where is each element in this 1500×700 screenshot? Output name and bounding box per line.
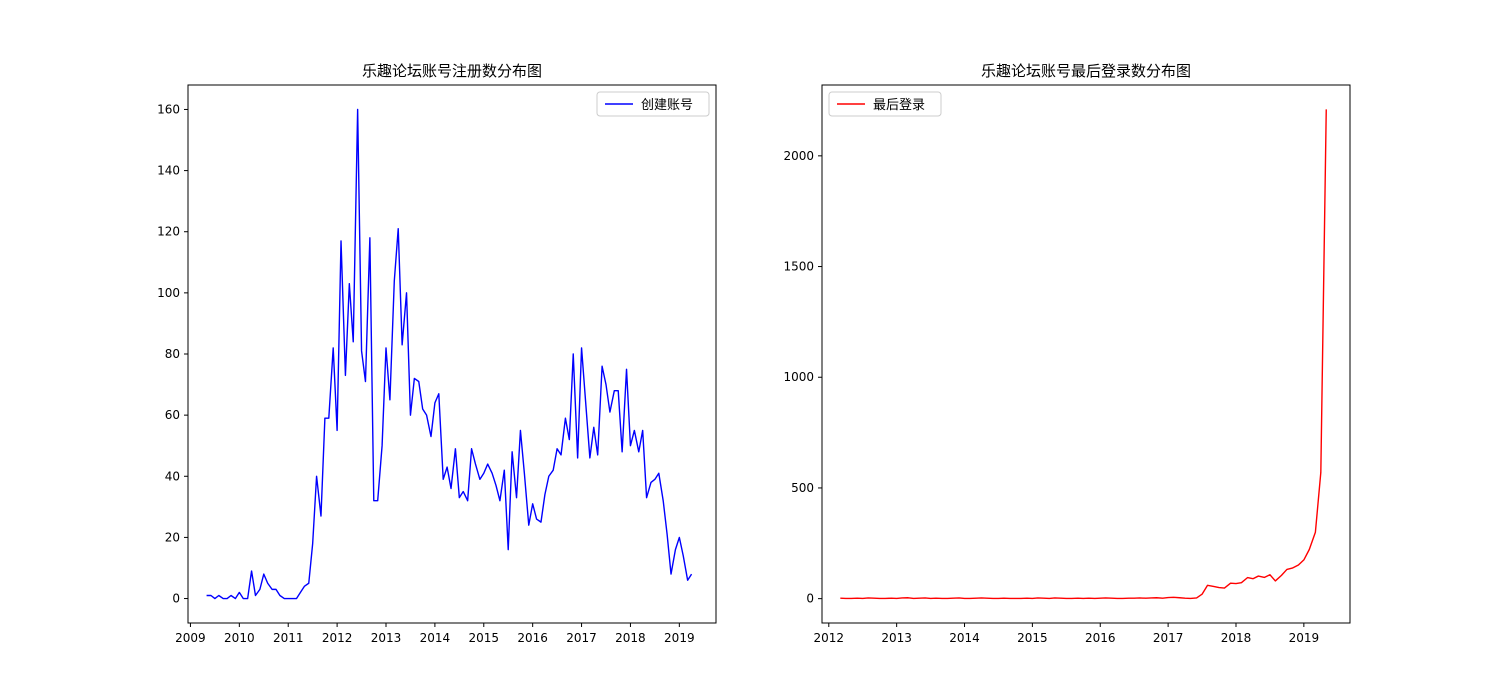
y-tick-label: 500	[791, 481, 814, 495]
x-tick-label: 2010	[224, 631, 255, 645]
x-tick-label: 2012	[814, 631, 845, 645]
y-tick-label: 0	[806, 592, 814, 606]
x-tick-label: 2019	[664, 631, 695, 645]
x-tick-label: 2015	[469, 631, 500, 645]
x-tick-label: 2012	[322, 631, 353, 645]
x-tick-label: 2015	[1017, 631, 1048, 645]
y-tick-label: 40	[165, 469, 180, 483]
y-tick-label: 140	[157, 164, 180, 178]
left-chart-registrations: 乐趣论坛账号注册数分布图 2009 2010 2011 2012 2013 2014 2015…	[157, 62, 717, 645]
series-line-0	[840, 109, 1327, 600]
y-tick-label: 120	[157, 225, 180, 239]
x-tick-label: 2013	[371, 631, 402, 645]
plot-frame	[821, 84, 1351, 624]
x-tick-label: 2013	[881, 631, 912, 645]
x-tick-label: 2017	[1153, 631, 1184, 645]
right-chart-last-login: 乐趣论坛账号最后登录数分布图 2012 2013 2014 2015 2016 2017 20…	[783, 62, 1351, 645]
x-tick-label: 2018	[1221, 631, 1252, 645]
legend-box	[828, 91, 942, 117]
legend-label: 最后登录	[873, 98, 925, 113]
x-tick-label: 2017	[566, 631, 597, 645]
x-tick-label: 2019	[1289, 631, 1320, 645]
y-tick-label: 100	[157, 286, 180, 300]
y-tick-label: 60	[165, 408, 180, 422]
y-tick-label: 20	[165, 530, 180, 544]
legend-box	[596, 91, 710, 117]
y-tick-label: 0	[172, 592, 180, 606]
y-tick-label: 1500	[783, 260, 814, 274]
y-tick-label: 2000	[783, 149, 814, 163]
x-tick-label: 2014	[420, 631, 451, 645]
series-line-0	[206, 108, 693, 600]
x-tick-label: 2014	[949, 631, 980, 645]
x-tick-label: 2009	[175, 631, 206, 645]
y-tick-label: 80	[165, 347, 180, 361]
x-tick-label: 2011	[273, 631, 304, 645]
x-tick-label: 2016	[517, 631, 548, 645]
y-tick-label: 1000	[783, 370, 814, 384]
x-tick-label: 2018	[615, 631, 646, 645]
chart-title: 乐趣论坛账号最后登录数分布图	[981, 62, 1191, 80]
legend: 创建账号	[596, 91, 710, 117]
legend-label: 创建账号	[641, 98, 693, 113]
chart-title: 乐趣论坛账号注册数分布图	[362, 62, 542, 80]
x-tick-label: 2016	[1085, 631, 1116, 645]
y-tick-label: 160	[157, 102, 180, 116]
legend: 最后登录	[828, 91, 942, 117]
